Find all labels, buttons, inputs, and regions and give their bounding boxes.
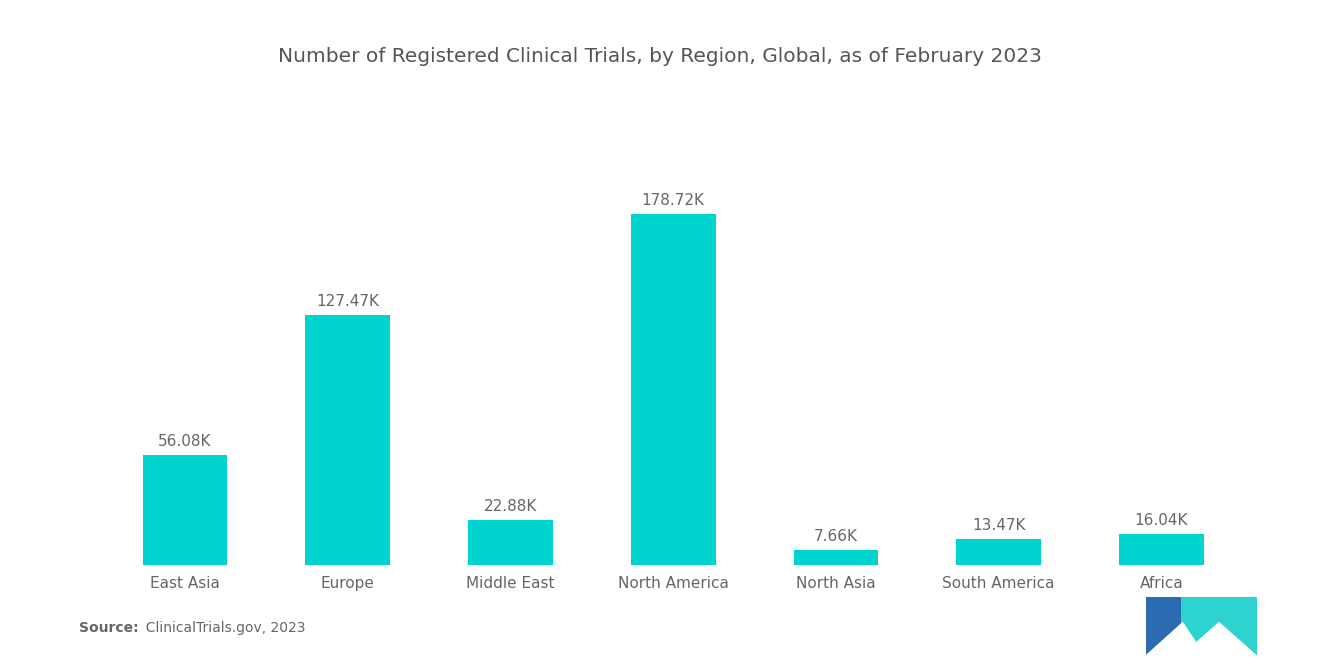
Text: 56.08K: 56.08K	[158, 434, 211, 450]
Bar	[957, 539, 1041, 565]
Bar	[469, 520, 553, 565]
Bar	[305, 315, 389, 565]
Text: 178.72K: 178.72K	[642, 194, 705, 208]
Polygon shape	[1181, 622, 1257, 655]
Text: Source:: Source:	[79, 621, 139, 636]
Text: 16.04K: 16.04K	[1135, 513, 1188, 528]
Polygon shape	[1146, 622, 1205, 655]
Bar	[1119, 534, 1204, 565]
Text: 7.66K: 7.66K	[814, 529, 858, 545]
Text: 13.47K: 13.47K	[972, 518, 1026, 533]
Polygon shape	[1181, 597, 1257, 655]
Bar	[143, 455, 227, 565]
Text: Number of Registered Clinical Trials, by Region, Global, as of February 2023: Number of Registered Clinical Trials, by…	[279, 47, 1041, 66]
Text: 22.88K: 22.88K	[483, 499, 537, 515]
Text: 127.47K: 127.47K	[317, 294, 379, 309]
Text: ClinicalTrials.gov, 2023: ClinicalTrials.gov, 2023	[137, 621, 306, 636]
Bar	[793, 550, 878, 565]
Bar	[631, 214, 715, 565]
Polygon shape	[1146, 597, 1205, 655]
